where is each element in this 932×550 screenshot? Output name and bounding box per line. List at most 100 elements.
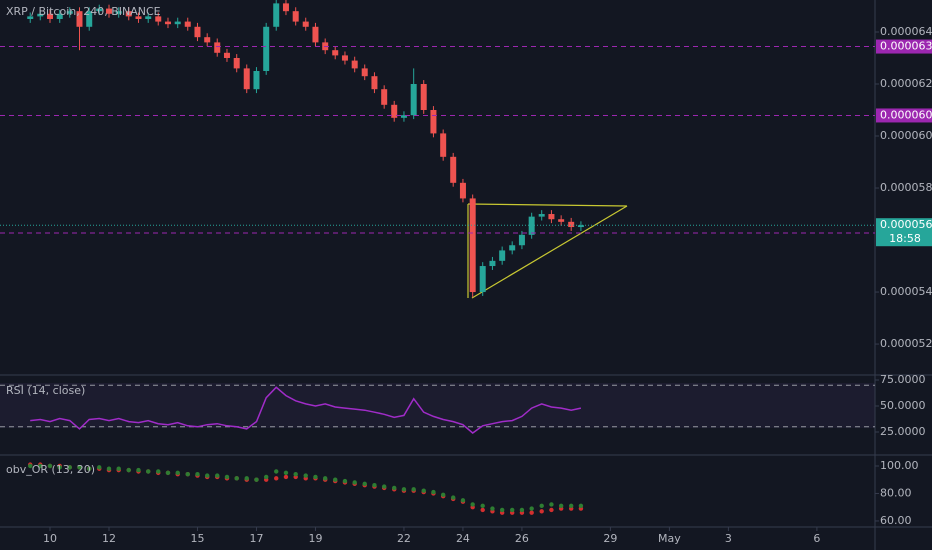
obv-dot xyxy=(195,472,200,477)
obv-dot xyxy=(509,507,515,513)
candle-body xyxy=(312,26,319,43)
candle-body xyxy=(263,26,270,71)
obv-dot xyxy=(303,473,308,478)
obv-dot xyxy=(224,474,230,480)
candle-body xyxy=(66,11,73,14)
main-title: XRP / Bitcoin, 240, BINANCE xyxy=(6,5,161,18)
y-tick-label: 0.00006000 xyxy=(880,129,932,142)
x-tick-label: 29 xyxy=(603,532,617,545)
x-tick-label: 10 xyxy=(43,532,57,545)
candle-body xyxy=(509,245,516,251)
obv-dot xyxy=(529,506,534,511)
obv-dot xyxy=(411,487,416,492)
level-label-bg xyxy=(876,39,932,54)
obv-dot xyxy=(87,466,92,471)
last-price-label: 0.00005657 xyxy=(880,218,932,231)
x-tick-label: 24 xyxy=(456,532,470,545)
obv-dot xyxy=(215,473,220,478)
obv-dot xyxy=(156,469,161,474)
obv-dot xyxy=(47,463,53,469)
y-tick-label: 80.00 xyxy=(880,486,912,499)
candle-body xyxy=(174,21,181,25)
candle-body xyxy=(56,13,63,19)
candle-body xyxy=(125,11,132,17)
candle-body xyxy=(76,11,83,27)
candle-body xyxy=(204,37,211,43)
x-tick-label: 26 xyxy=(515,532,529,545)
y-tick-label: 25.0000 xyxy=(880,425,926,438)
candle-body xyxy=(135,16,142,19)
candle-body xyxy=(489,260,496,267)
last-price-bg xyxy=(876,218,932,247)
obv-dot xyxy=(549,502,554,507)
candle-body xyxy=(37,13,44,17)
obv-dot xyxy=(392,485,397,491)
candle-body xyxy=(115,11,122,14)
obv-dot xyxy=(362,481,367,487)
candle-body xyxy=(155,16,162,22)
candle-body xyxy=(361,68,368,77)
obv-dot xyxy=(234,476,239,481)
candle-body xyxy=(479,266,486,293)
candle-body xyxy=(27,16,34,19)
x-tick-label: May xyxy=(658,532,681,545)
obv-dot xyxy=(558,503,564,509)
x-tick-label: 6 xyxy=(813,532,820,545)
candle-body xyxy=(184,21,191,27)
candle-body xyxy=(371,76,378,90)
candle-body xyxy=(86,11,93,27)
obv-dot xyxy=(28,463,33,469)
obv-dot xyxy=(165,470,171,476)
obv-dot xyxy=(421,488,426,493)
obv-dot xyxy=(470,502,475,507)
candle-body xyxy=(577,225,584,228)
candle-body xyxy=(538,214,545,217)
x-tick-label: 19 xyxy=(308,532,322,545)
obv-dot xyxy=(313,474,318,480)
obv-dot xyxy=(254,477,259,482)
candle-body xyxy=(341,55,348,61)
obv-dot xyxy=(431,489,436,495)
countdown: 18:58 xyxy=(889,232,921,245)
y-tick-label: 100.00 xyxy=(880,459,919,472)
obv-dot xyxy=(67,465,72,470)
obv-dot xyxy=(97,465,102,470)
candle-body xyxy=(400,115,407,118)
candle-body xyxy=(105,8,112,14)
candle-body xyxy=(410,83,417,116)
candle-body xyxy=(233,57,240,69)
candle-body xyxy=(459,182,466,199)
y-tick-label: 0.00006200 xyxy=(880,77,932,90)
obv-dot xyxy=(333,477,338,482)
candle-body xyxy=(558,219,565,222)
y-tick-label: 0.00006400 xyxy=(880,25,932,38)
obv-dot xyxy=(126,467,131,473)
obv-dot xyxy=(106,466,112,471)
candle-body xyxy=(243,68,250,90)
obv-dot xyxy=(283,474,289,480)
obv-dot xyxy=(274,476,279,481)
candle-body xyxy=(223,52,230,58)
candle-body xyxy=(528,216,535,235)
obv-dot xyxy=(549,507,554,513)
candle-body xyxy=(214,42,221,53)
y-tick-label: 75.0000 xyxy=(880,373,926,386)
obv-dot xyxy=(519,507,525,513)
candle-body xyxy=(145,16,152,19)
y-tick-label: 0.00005800 xyxy=(880,181,932,194)
obv-dot xyxy=(352,480,357,485)
candle-body xyxy=(499,250,506,261)
candle-body xyxy=(568,221,575,228)
obv-dot xyxy=(529,510,534,515)
candle-body xyxy=(164,21,171,25)
obv-dot xyxy=(136,467,141,473)
obv-dot xyxy=(499,507,505,513)
candle-body xyxy=(351,60,358,69)
obv-dot xyxy=(205,473,210,478)
candle-body xyxy=(420,83,427,111)
x-tick-label: 12 xyxy=(102,532,116,545)
rsi-title: RSI (14, close) xyxy=(6,384,85,397)
x-tick-label: 22 xyxy=(397,532,411,545)
obv-dot xyxy=(244,476,249,481)
